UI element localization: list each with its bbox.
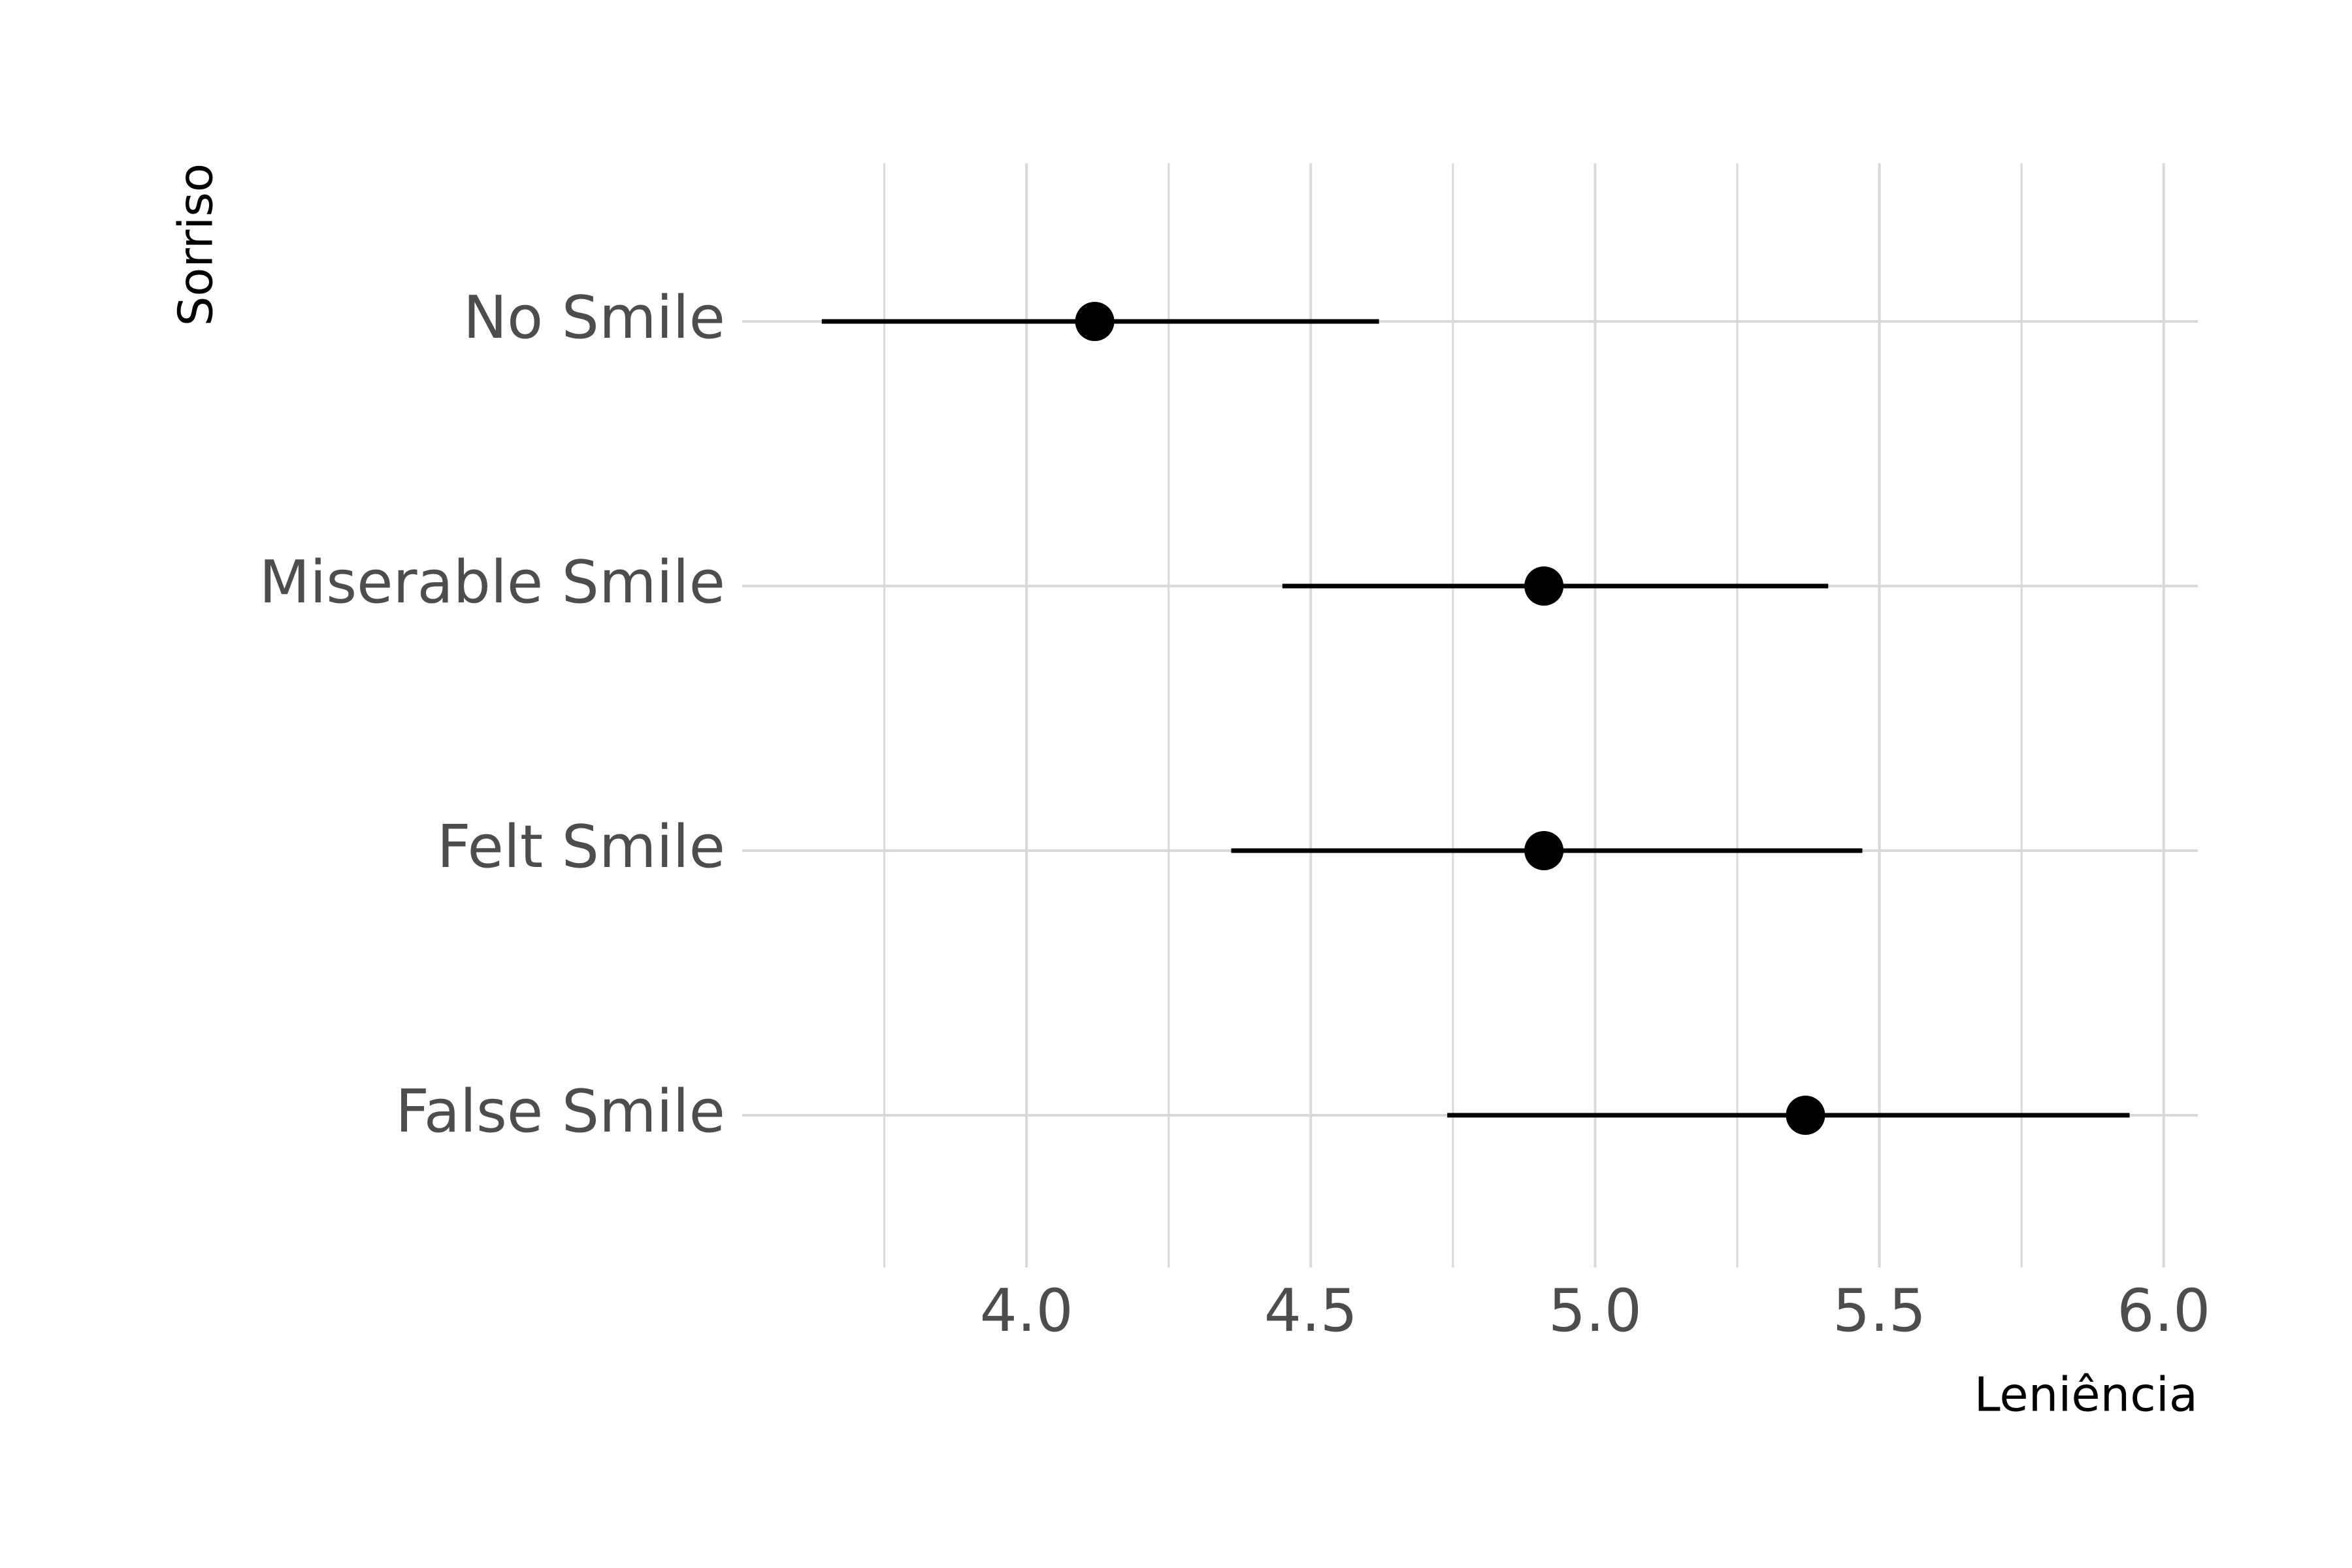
x-tick-label: 6.0 bbox=[2117, 1277, 2210, 1345]
y-tick-label: False Smile bbox=[395, 1077, 725, 1146]
estimate-point bbox=[1524, 566, 1564, 606]
estimate-point bbox=[1075, 302, 1115, 341]
estimate-point bbox=[1524, 831, 1564, 870]
x-tick-label: 5.0 bbox=[1548, 1277, 1642, 1345]
x-tick-label: 4.0 bbox=[980, 1277, 1073, 1345]
y-tick-labels: No Smile Miserable Smile Felt Smile False S… bbox=[259, 284, 725, 1146]
estimate-point bbox=[1786, 1096, 1825, 1135]
x-tick-labels: 4.0 4.5 5.0 5.5 6.0 bbox=[980, 1277, 2211, 1345]
data-marks bbox=[821, 302, 2130, 1135]
y-tick-label: Miserable Smile bbox=[259, 548, 725, 617]
y-tick-label: No Smile bbox=[463, 284, 725, 352]
y-tick-label: Felt Smile bbox=[437, 813, 725, 881]
x-tick-label: 5.5 bbox=[1833, 1277, 1926, 1345]
x-tick-label: 4.5 bbox=[1264, 1277, 1358, 1345]
y-axis-title: Sorriso bbox=[169, 163, 223, 326]
x-axis-title: Leniência bbox=[1974, 1367, 2198, 1422]
